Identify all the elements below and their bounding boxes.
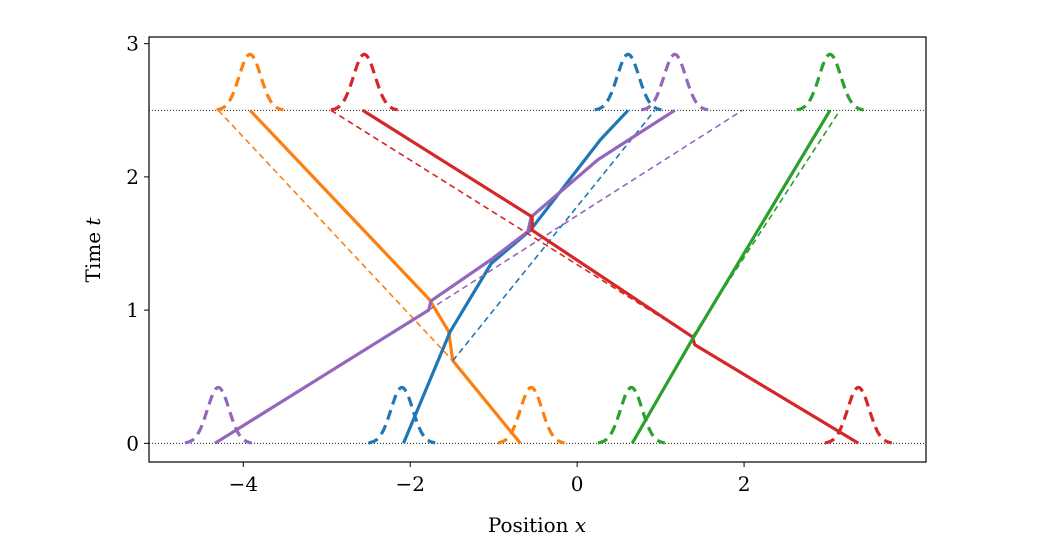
wavepacket-curve bbox=[184, 385, 252, 445]
y-tick-label: 2 bbox=[126, 165, 139, 189]
x-tick-label: −2 bbox=[395, 472, 424, 496]
y-tick-label: 1 bbox=[126, 298, 139, 322]
free-trajectory-line bbox=[428, 109, 743, 311]
ticks: −4 −2 0 2 0 1 2 3 bbox=[126, 32, 750, 496]
y-tick-label: 0 bbox=[126, 431, 139, 455]
trajectory-line bbox=[214, 108, 676, 445]
wavepacket-curve bbox=[824, 385, 893, 445]
x-tick-label: 2 bbox=[738, 472, 751, 496]
trajectory-line bbox=[630, 109, 832, 445]
wavepacket-curve bbox=[641, 52, 709, 112]
axes-frame bbox=[148, 36, 927, 463]
wavepacket-curve bbox=[796, 52, 864, 112]
y-axis-label: Time t bbox=[81, 217, 105, 283]
wavepacket-curve bbox=[497, 385, 565, 445]
free-trajectory-line bbox=[330, 109, 693, 338]
free-trajectory-line bbox=[452, 109, 656, 362]
x-tick-label: 0 bbox=[571, 472, 584, 496]
wavepacket-curve bbox=[594, 52, 662, 112]
x-tick-label: −4 bbox=[229, 472, 258, 496]
trajectory-line bbox=[402, 109, 630, 444]
x-axis-label: Position x bbox=[488, 513, 586, 537]
free-trajectory-line bbox=[217, 109, 454, 362]
wavepacket-curve bbox=[330, 52, 398, 112]
trajectory-line bbox=[361, 108, 860, 445]
wavepacket-curve bbox=[216, 52, 284, 112]
wavepacket-curve bbox=[368, 385, 436, 445]
wavepacket-curve bbox=[597, 385, 666, 445]
y-tick-label: 3 bbox=[126, 32, 139, 56]
plot-area bbox=[149, 52, 926, 445]
